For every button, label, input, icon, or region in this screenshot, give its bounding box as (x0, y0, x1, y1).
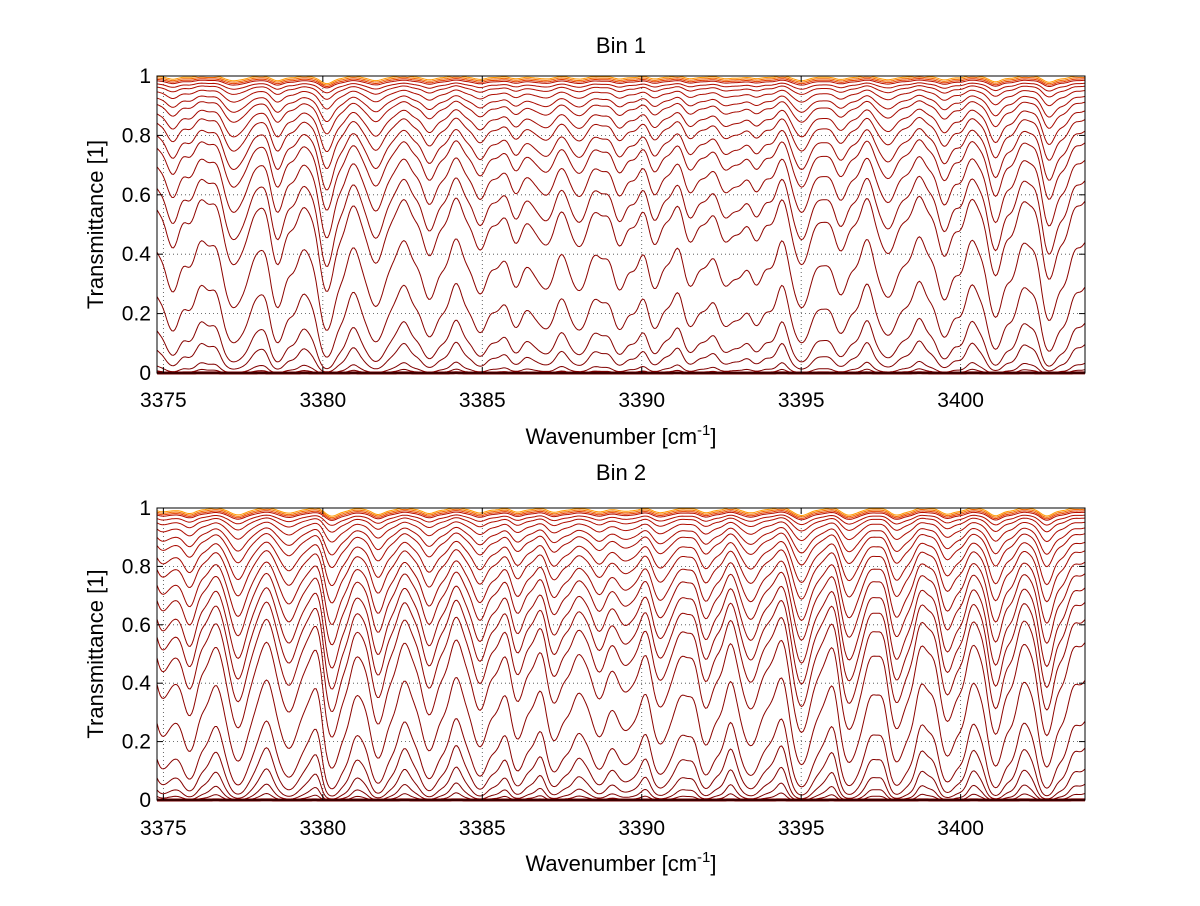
y-tick-label: 0.8 (122, 555, 151, 578)
y-axis-label: Transmittance [1] (83, 569, 108, 738)
x-tick-label: 3390 (618, 817, 665, 840)
y-tick-label: 0.2 (122, 731, 151, 754)
chart-title: Bin 1 (596, 33, 646, 58)
x-tick-label: 3395 (778, 389, 825, 412)
y-axis-label: Transmittance [1] (83, 140, 108, 309)
y-tick-label: 0.6 (122, 614, 151, 637)
y-tick-label: 0.8 (122, 124, 151, 147)
y-tick-label: 1 (139, 65, 151, 88)
x-tick-label: 3375 (140, 389, 187, 412)
y-tick-label: 0 (139, 362, 151, 385)
x-tick-label: 3385 (459, 389, 506, 412)
x-tick-label: 3380 (299, 389, 346, 412)
x-tick-label: 3400 (937, 389, 984, 412)
x-axis-label: Wavenumber [cm-1] (525, 849, 716, 876)
x-tick-label: 3375 (140, 817, 187, 840)
x-axis-label: Wavenumber [cm-1] (525, 422, 716, 449)
chart-title: Bin 2 (596, 460, 646, 485)
y-tick-label: 1 (139, 497, 151, 520)
x-tick-label: 3400 (937, 817, 984, 840)
x-tick-label: 3395 (778, 817, 825, 840)
x-tick-label: 3390 (618, 389, 665, 412)
y-tick-label: 0 (139, 789, 151, 812)
x-tick-label: 3380 (299, 817, 346, 840)
y-tick-label: 0.2 (122, 303, 151, 326)
y-tick-label: 0.6 (122, 184, 151, 207)
plot-area (157, 508, 1085, 800)
x-tick-label: 3385 (459, 817, 506, 840)
y-tick-label: 0.4 (122, 672, 152, 695)
y-tick-label: 0.4 (122, 243, 152, 266)
